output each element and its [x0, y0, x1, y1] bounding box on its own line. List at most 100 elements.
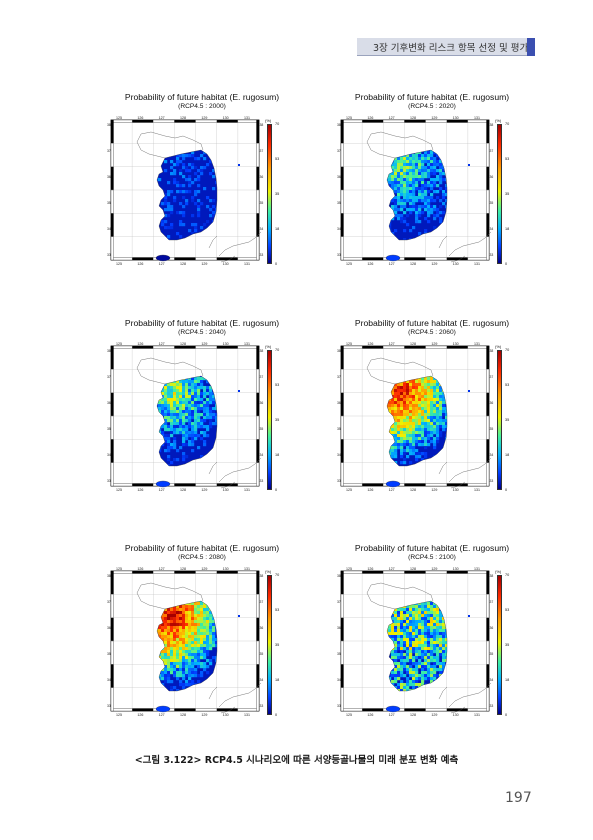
map-border-segment	[340, 236, 344, 261]
colorbar-tick-label: 18	[275, 678, 280, 682]
map-border-segment	[131, 119, 154, 123]
map-border-segment	[237, 345, 260, 349]
lat-tick-label: 37	[490, 375, 494, 379]
map-border-segment	[195, 483, 217, 487]
map-border-segment	[110, 570, 133, 574]
panel-subtitle: (RCP4.5 : 2020)	[408, 103, 456, 110]
lat-tick-label: 36	[337, 626, 341, 630]
coastline	[386, 375, 448, 467]
lat-tick-label: 36	[337, 175, 341, 179]
map-border-segment	[486, 439, 490, 463]
lon-tick-label: 126	[367, 262, 373, 266]
map-border-segment	[110, 345, 114, 370]
lon-tick-label: 127	[389, 713, 395, 717]
colorbar	[497, 350, 502, 490]
lat-tick-label: 34	[260, 227, 264, 231]
jeju-island	[385, 480, 401, 488]
lat-tick-label: 34	[337, 227, 341, 231]
lat-tick-label: 37	[490, 600, 494, 604]
north-korea-outline	[366, 131, 434, 159]
lon-tick-label: 131	[474, 116, 480, 120]
map-border-segment	[467, 708, 490, 712]
map-border-segment	[153, 570, 175, 574]
map-border-segment	[425, 570, 447, 574]
lat-tick-label: 36	[260, 175, 264, 179]
lon-tick-label: 125	[116, 342, 122, 346]
colorbar-tick-label: 35	[505, 418, 510, 422]
jeju-island	[155, 254, 171, 262]
map-border-segment	[340, 708, 363, 712]
colorbar-tick-label: 35	[505, 643, 510, 647]
map-border-segment	[383, 345, 405, 349]
map-border-segment	[110, 119, 133, 123]
lon-tick-label: 126	[367, 116, 373, 120]
lon-tick-label: 130	[223, 488, 229, 492]
lat-tick-label: 35	[337, 201, 341, 205]
lon-tick-label: 126	[137, 567, 143, 571]
lon-tick-label: 125	[116, 262, 122, 266]
lon-tick-label: 129	[201, 713, 207, 717]
lon-tick-label: 130	[453, 488, 459, 492]
lat-tick-label: 37	[337, 600, 341, 604]
lat-tick-label: 37	[490, 149, 494, 153]
colorbar-unit: (%)	[265, 569, 272, 574]
lon-tick-label: 131	[474, 342, 480, 346]
map-border-segment	[237, 257, 260, 261]
lat-tick-label: 33	[107, 704, 111, 708]
ulleung-island	[468, 615, 470, 617]
lon-tick-label: 127	[159, 342, 165, 346]
lon-tick-label: 128	[410, 116, 416, 120]
colorbar-tick-label: 18	[505, 678, 510, 682]
habitat-map: 125 125 126 126 127 127 128 128 129 129 130 130 131 1…	[337, 342, 494, 492]
map-border-segment	[131, 257, 154, 261]
lat-tick-label: 35	[260, 427, 264, 431]
map-border-segment	[110, 213, 114, 237]
lat-tick-label: 33	[337, 704, 341, 708]
coastline	[156, 375, 218, 467]
lon-tick-label: 127	[159, 262, 165, 266]
map-border-segment	[361, 257, 384, 261]
lon-tick-label: 130	[223, 713, 229, 717]
lon-tick-label: 129	[431, 116, 437, 120]
map-border-segment	[195, 570, 217, 574]
map-border-segment	[404, 257, 426, 261]
lon-tick-label: 130	[453, 567, 459, 571]
map-panel: Probability of future habitat (E. rugosu…	[337, 543, 552, 723]
lat-tick-label: 37	[107, 600, 111, 604]
map-panel: Probability of future habitat (E. rugosu…	[337, 92, 552, 272]
colorbar-tick-label: 53	[275, 383, 280, 387]
map-panel: Probability of future habitat (E. rugosu…	[107, 92, 322, 272]
lon-tick-label: 127	[389, 567, 395, 571]
map-border-segment	[110, 640, 114, 665]
map-border-segment	[216, 708, 239, 712]
lon-tick-label: 127	[159, 567, 165, 571]
map-border-segment	[110, 189, 114, 214]
ulleung-island	[238, 164, 240, 166]
map-border-segment	[486, 594, 490, 618]
map-border-segment	[361, 483, 384, 487]
lon-tick-label: 130	[223, 567, 229, 571]
map-border-segment	[237, 708, 260, 712]
lat-tick-label: 37	[260, 600, 264, 604]
lat-tick-label: 33	[337, 253, 341, 257]
lat-tick-label: 37	[337, 149, 341, 153]
colorbar-tick-label: 70	[275, 348, 280, 352]
habitat-map: 125 125 126 126 127 127 128 128 129 129 130 130 131 1…	[107, 342, 264, 492]
map-border-segment	[110, 143, 114, 167]
map-border-segment	[174, 257, 196, 261]
colorbar-tick-label: 0	[275, 488, 278, 492]
panel-subtitle: (RCP4.5 : 2080)	[178, 554, 226, 561]
lon-tick-label: 125	[116, 567, 122, 571]
lat-tick-label: 36	[490, 626, 494, 630]
colorbar-tick-label: 53	[505, 383, 510, 387]
lat-tick-label: 36	[107, 626, 111, 630]
lon-tick-label: 126	[137, 116, 143, 120]
japan-outline	[438, 231, 492, 263]
map-border-segment	[340, 640, 344, 665]
lon-tick-label: 128	[180, 488, 186, 492]
lat-tick-label: 33	[490, 704, 494, 708]
map-border-segment	[340, 462, 344, 487]
map-border-segment	[425, 345, 447, 349]
lat-tick-label: 35	[107, 427, 111, 431]
header-accent-bar	[527, 38, 535, 56]
